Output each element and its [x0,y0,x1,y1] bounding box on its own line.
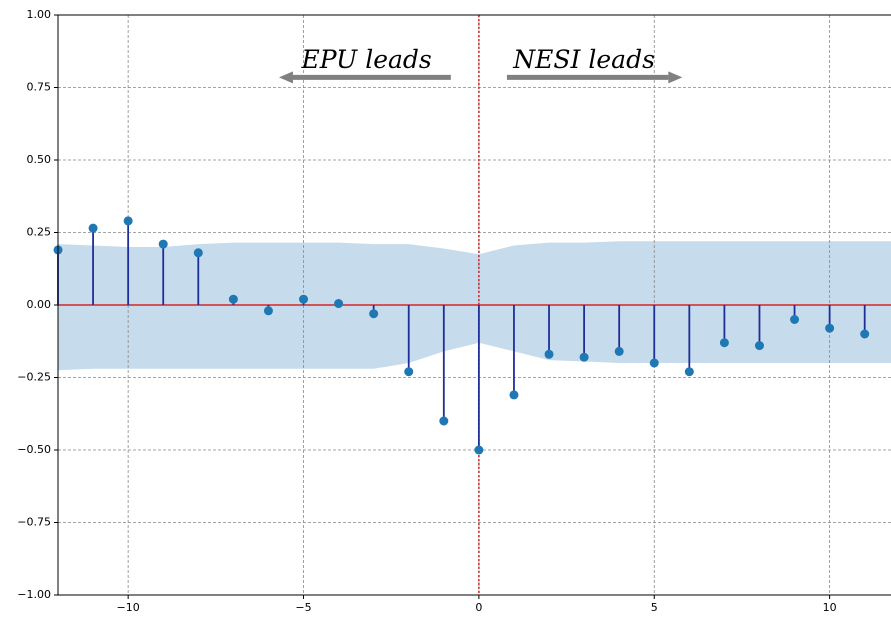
y-tick-label: −1.00 [17,588,51,601]
marker [719,338,729,348]
y-tick-label: 0.25 [27,226,52,239]
y-tick-label: 0.00 [27,298,52,311]
marker [263,306,273,316]
marker [228,294,238,304]
marker [825,323,835,333]
marker [509,390,519,400]
y-tick-label: 1.00 [27,8,52,21]
arrow-head [278,71,293,84]
marker [404,367,414,377]
y-tick-label: 0.75 [27,81,52,94]
marker [579,352,589,362]
marker [299,294,309,304]
marker [614,346,624,356]
marker [649,358,659,368]
x-tick-label: −10 [117,601,140,614]
marker [684,367,694,377]
arrow-head [668,71,683,84]
marker [860,329,870,339]
marker [334,299,344,309]
marker [754,341,764,351]
x-tick-label: 5 [651,601,658,614]
x-tick-label: 10 [823,601,837,614]
marker [88,223,98,233]
marker [123,216,133,226]
annotation: NESI leads [512,45,655,74]
marker [439,416,449,426]
x-tick-label: −5 [295,601,311,614]
y-tick-label: −0.75 [17,516,51,529]
marker [544,349,554,359]
annotation: EPU leads [301,45,432,74]
x-tick-label: 0 [475,601,482,614]
marker [369,309,379,319]
marker [158,239,168,249]
marker [193,248,203,258]
marker [474,445,484,455]
y-tick-label: −0.50 [17,443,51,456]
y-tick-label: −0.25 [17,371,51,384]
y-tick-label: 0.50 [27,153,52,166]
marker [790,315,800,324]
